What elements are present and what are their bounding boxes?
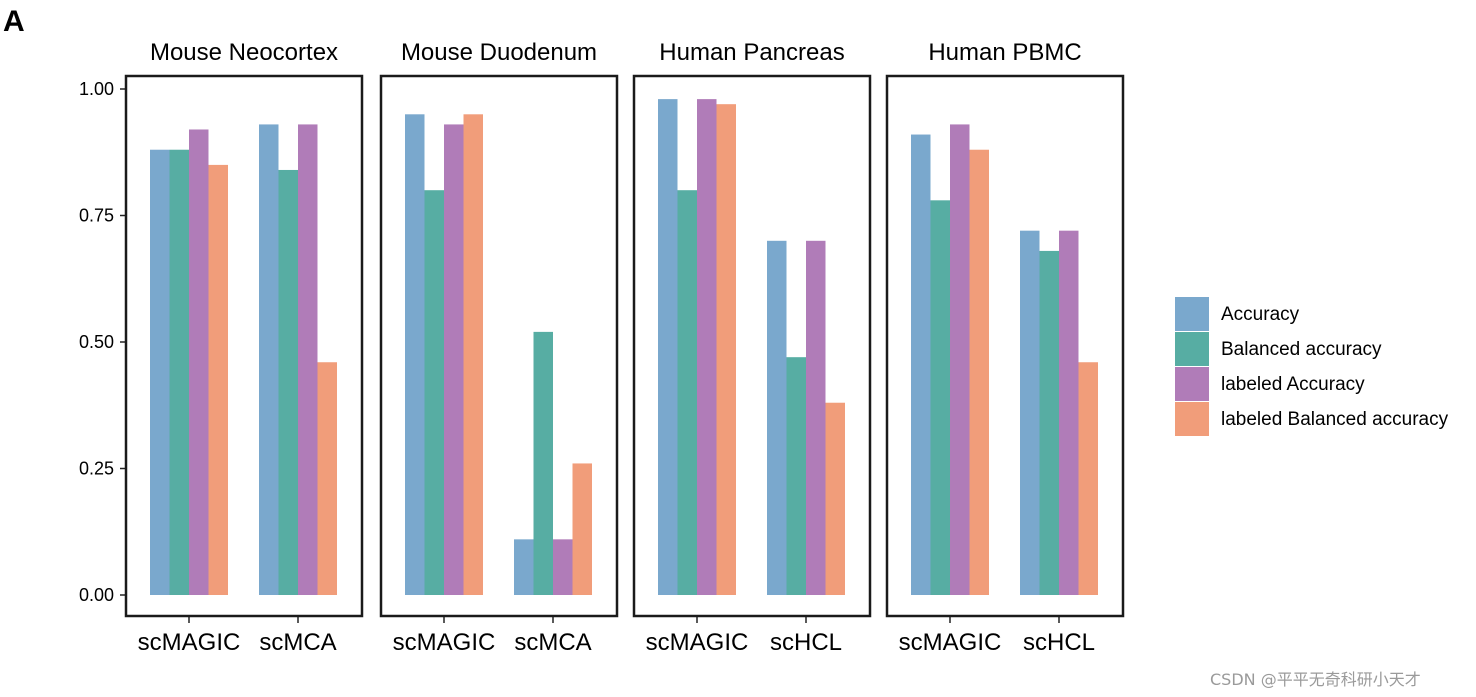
bar-balanced-accuracy: [169, 149, 189, 595]
legend-swatch: [1175, 332, 1209, 366]
facet-mouse-neocortex: Mouse Neocortex scMAGIC scMCA: [124, 39, 364, 656]
bar-accuracy: [911, 134, 931, 596]
facet-human-pbmc: Human PBMC scMAGIC scHCL: [885, 39, 1125, 656]
bar-labeled-balanced-accuracy: [463, 114, 483, 596]
facet-mouse-duodenum: Mouse Duodenum scMAGIC scMCA: [379, 39, 619, 656]
watermark: CSDN @平平无奇科研小天才: [1210, 670, 1421, 689]
bar-balanced-accuracy: [424, 190, 444, 595]
bar-accuracy: [767, 240, 787, 596]
legend-swatch: [1175, 367, 1209, 401]
bar-accuracy: [259, 124, 279, 596]
legend-swatch: [1175, 402, 1209, 436]
x-tick-label: scMAGIC: [393, 629, 496, 656]
x-tick-label: scMAGIC: [899, 629, 1002, 656]
y-tick-label: 0.75: [79, 206, 114, 226]
x-tick-label: scMCA: [514, 629, 591, 656]
bar-labeled-balanced-accuracy: [716, 104, 736, 596]
bar-labeled-accuracy: [950, 124, 970, 596]
bar-balanced-accuracy: [1039, 250, 1059, 596]
bar-labeled-balanced-accuracy: [1078, 362, 1098, 595]
bar-labeled-accuracy: [553, 539, 573, 595]
facet-border: [124, 74, 364, 618]
bar-accuracy: [405, 114, 425, 596]
bar-accuracy: [658, 99, 678, 596]
bar-balanced-accuracy: [533, 331, 553, 595]
x-tick-label: scMCA: [259, 629, 336, 656]
y-axis: 0.00 0.25 0.50 0.75 1.00: [79, 79, 126, 605]
x-tick-label: scMAGIC: [138, 629, 241, 656]
legend-label: labeled Accuracy: [1221, 374, 1365, 395]
bar-accuracy: [1020, 230, 1040, 595]
bar-labeled-accuracy: [1059, 230, 1079, 595]
bar-labeled-accuracy: [697, 99, 717, 596]
legend-label: Balanced accuracy: [1221, 339, 1382, 360]
bar-labeled-accuracy: [444, 124, 464, 596]
bar-labeled-balanced-accuracy: [208, 164, 228, 595]
facet-title: Human PBMC: [928, 39, 1081, 66]
legend-swatch: [1175, 297, 1209, 331]
bar-balanced-accuracy: [677, 190, 697, 595]
y-tick-label: 1.00: [79, 79, 114, 99]
facet-title: Mouse Neocortex: [150, 39, 338, 66]
facet-border: [885, 74, 1125, 618]
bar-labeled-balanced-accuracy: [825, 402, 845, 595]
bar-labeled-balanced-accuracy: [572, 463, 592, 595]
bar-balanced-accuracy: [786, 357, 806, 595]
facet-border: [632, 74, 872, 618]
legend: Accuracy Balanced accuracy labeled Accurac…: [1175, 297, 1449, 436]
bar-balanced-accuracy: [930, 200, 950, 595]
facet-border: [379, 74, 619, 618]
facet-human-pancreas: Human Pancreas scMAGIC scHCL: [632, 39, 872, 656]
x-tick-label: scHCL: [1023, 629, 1095, 656]
y-tick-label: 0.25: [79, 459, 114, 479]
bar-accuracy: [514, 539, 534, 595]
legend-label: labeled Balanced accuracy: [1221, 409, 1449, 430]
y-tick-label: 0.00: [79, 585, 114, 605]
bar-labeled-balanced-accuracy: [317, 362, 337, 595]
legend-label: Accuracy: [1221, 304, 1300, 325]
bar-labeled-balanced-accuracy: [969, 149, 989, 595]
y-tick-label: 0.50: [79, 332, 114, 352]
x-tick-label: scHCL: [770, 629, 842, 656]
bar-accuracy: [150, 149, 170, 595]
x-tick-label: scMAGIC: [646, 629, 749, 656]
bar-labeled-accuracy: [298, 124, 318, 596]
facet-title: Human Pancreas: [659, 39, 844, 66]
bar-labeled-accuracy: [189, 129, 209, 596]
facet-title: Mouse Duodenum: [401, 39, 597, 66]
panel-label: A: [3, 5, 25, 38]
bar-labeled-accuracy: [806, 240, 826, 596]
bar-balanced-accuracy: [278, 169, 298, 595]
